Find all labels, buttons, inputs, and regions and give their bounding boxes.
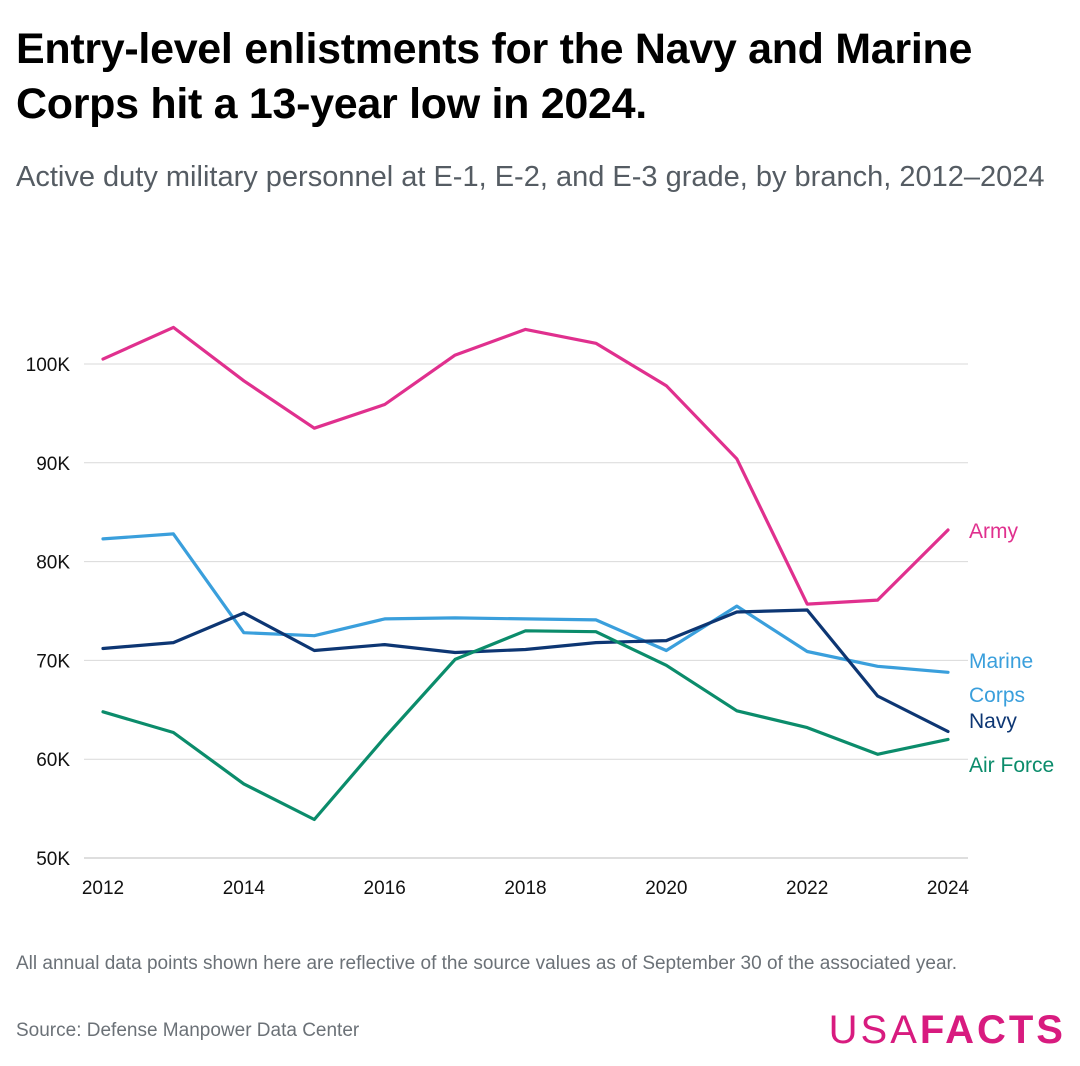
usafacts-logo[interactable]: USAFACTS [829, 1006, 1066, 1054]
gridlines [84, 363, 968, 859]
series-label-air-force: Air Force [969, 754, 1054, 777]
series-line-army [101, 325, 950, 606]
y-tick-label: 100K [26, 355, 71, 376]
x-tick-label: 2014 [223, 878, 266, 899]
logo-facts: FACTS [919, 1008, 1066, 1052]
x-axis-ticks: 2012 2014 2016 2018 2020 2022 2024 [82, 878, 970, 899]
line-chart: 50K 60K 70K 80K 90K 100K 2012 2014 2016 2018 2020… [26, 325, 1054, 899]
y-tick-label: 80K [36, 553, 70, 574]
series-line-navy [101, 608, 950, 734]
series-line-air-force [101, 629, 950, 822]
x-tick-label: 2012 [82, 878, 124, 899]
y-tick-label: 90K [36, 454, 70, 475]
series-label-marine-corps: Marine Corps [969, 650, 1033, 707]
footnote: All annual data points shown here are re… [16, 953, 958, 974]
y-tick-label: 60K [36, 750, 70, 771]
series-label-army: Army [969, 520, 1018, 543]
x-tick-label: 2022 [786, 878, 828, 899]
x-tick-label: 2016 [364, 878, 406, 899]
y-tick-label: 70K [36, 651, 70, 672]
series-lines [101, 325, 950, 822]
source-text: Source: Defense Manpower Data Center [16, 1020, 360, 1041]
y-axis-ticks: 50K 60K 70K 80K 90K 100K [26, 355, 71, 870]
chart-title: Entry-level enlistments for the Navy and… [16, 25, 973, 128]
chart-subtitle: Active duty military personnel at E-1, E… [16, 161, 1045, 193]
logo-usa: USA [828, 1008, 920, 1052]
x-tick-label: 2020 [645, 878, 687, 899]
series-label-navy: Navy [969, 710, 1017, 733]
series-labels: Army Marine Corps Navy Air Force [969, 520, 1054, 777]
x-tick-label: 2024 [927, 878, 970, 899]
y-tick-label: 50K [36, 849, 70, 870]
series-line-marine-corps [101, 532, 950, 674]
x-tick-label: 2018 [504, 878, 546, 899]
